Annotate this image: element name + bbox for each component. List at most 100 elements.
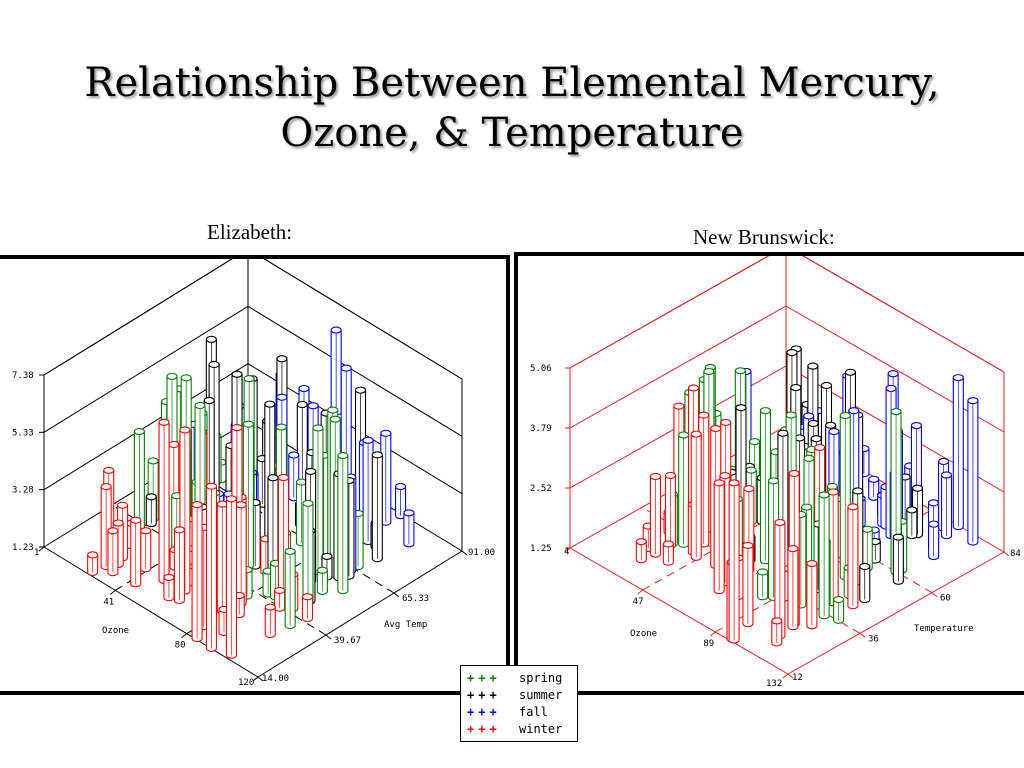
- data-bar-top: [803, 454, 815, 462]
- data-bar-top: [267, 474, 279, 482]
- data-bar-top: [112, 519, 124, 527]
- data-bar-top: [703, 367, 715, 376]
- back-wall-top: [569, 256, 770, 369]
- data-bar-top: [264, 400, 276, 408]
- data-bar-top: [296, 400, 308, 409]
- ozone-tick-label: 80: [175, 641, 186, 651]
- temp-tick-label: 65.33: [402, 594, 429, 604]
- left-3d-bar-chart: 7.38 5.33 3.28 1.23 1 41 80 120 Ozone 14.00 39.67 6…: [12, 259, 495, 688]
- legend-label: spring: [519, 670, 563, 685]
- data-bar-top: [807, 362, 819, 370]
- data-bar-top: [735, 404, 747, 412]
- data-bar-top: [790, 383, 802, 392]
- data-bar-top: [742, 541, 754, 549]
- data-bar-top: [87, 551, 99, 559]
- temp-tick-label: 12: [792, 673, 803, 683]
- data-bar-top: [906, 506, 918, 514]
- data-bar-top: [117, 501, 129, 509]
- data-bar-top: [231, 424, 243, 432]
- data-bar-top: [205, 335, 217, 343]
- z-tick-label: 5.33: [12, 428, 34, 438]
- temp-tick: [859, 632, 866, 638]
- data-bar-top: [275, 423, 287, 431]
- temp-tick: [257, 676, 264, 682]
- data-bar-top: [833, 596, 845, 604]
- z-tick-label: 3.28: [12, 486, 34, 496]
- z-tick-label: 2.52: [530, 484, 552, 494]
- data-bar-top: [302, 499, 314, 507]
- ozone-tick-label: 89: [703, 639, 714, 649]
- data-bar-top: [734, 367, 746, 375]
- data-bar-top: [698, 411, 710, 419]
- ozone-tick: [637, 589, 643, 595]
- z-tick-label: 3.79: [530, 424, 552, 434]
- data-bar-top: [861, 525, 873, 533]
- data-bar-top: [277, 473, 289, 482]
- back-wall-grid: [43, 259, 233, 376]
- data-bar-top: [395, 482, 407, 491]
- data-bar-top: [720, 418, 732, 426]
- temp-tick: [1003, 551, 1010, 557]
- data-bar-top: [284, 547, 296, 555]
- data-bar-top: [191, 501, 203, 509]
- data-bar-top: [243, 375, 255, 383]
- data-bar-top: [264, 603, 276, 611]
- data-bar-top: [168, 440, 180, 448]
- data-bar-top: [147, 457, 159, 465]
- data-bar-top: [788, 469, 800, 478]
- floor-axis-temp: [257, 550, 463, 678]
- data-bar-top: [859, 562, 871, 570]
- data-bar-top: [242, 420, 254, 428]
- data-bar-top: [786, 349, 798, 357]
- data-bar-top: [690, 430, 702, 438]
- temp-tick: [461, 550, 468, 556]
- floor-axis-temp: [787, 551, 1005, 675]
- z-tick-label: 1.25: [530, 544, 552, 554]
- data-bar-top: [276, 393, 288, 401]
- legend-item-summer: +++ summer: [467, 686, 562, 703]
- data-bar-top: [807, 419, 819, 427]
- data-bar-top: [803, 412, 815, 420]
- data-bar-top: [785, 411, 797, 419]
- data-bar-top: [825, 421, 837, 429]
- data-bar-top: [103, 466, 115, 474]
- data-bar-top: [759, 407, 772, 415]
- right-chart-panel: 5.06 3.79 2.52 1.25 4 47 89 132 Ozone 12 36 60 84 Tem…: [514, 252, 1024, 695]
- data-bar-top: [371, 451, 383, 459]
- data-bar-top: [380, 429, 392, 437]
- back-wall-grid: [43, 305, 249, 433]
- back-wall-grid: [802, 256, 1005, 373]
- data-bar-top: [940, 471, 953, 479]
- data-bar-top: [158, 418, 170, 426]
- data-bar-top: [329, 415, 341, 423]
- temp-tick-label: 84: [1010, 549, 1021, 559]
- right-panel-label: New Brunswick:: [693, 225, 835, 249]
- data-bar-top: [166, 372, 178, 380]
- data-bar-top: [777, 429, 789, 437]
- data-bar-top: [327, 406, 339, 414]
- ozone-tick: [181, 633, 187, 639]
- data-bar-top: [847, 503, 859, 511]
- data-bar-top: [673, 402, 685, 410]
- data-bar-top: [928, 520, 940, 528]
- data-bar-top: [887, 370, 899, 378]
- ozone-tick: [252, 676, 259, 682]
- ozone-tick-label: 47: [633, 597, 644, 607]
- data-bar-top: [852, 487, 864, 495]
- data-bar-top: [133, 427, 145, 436]
- data-bar-top: [231, 370, 243, 378]
- data-bar-top: [743, 485, 755, 493]
- data-bar-top: [719, 472, 731, 480]
- data-bar-top: [757, 568, 769, 576]
- temp-tick: [325, 634, 332, 640]
- data-bar-top: [208, 360, 220, 368]
- data-bar-top: [295, 478, 308, 486]
- data-bar-top: [927, 499, 940, 507]
- temp-tick: [787, 673, 794, 679]
- temp-tick-label: 36: [868, 634, 879, 644]
- ozone-tick: [110, 589, 116, 595]
- data-bar-top: [649, 472, 662, 481]
- z-tick-label: 7.38: [12, 371, 34, 381]
- ozone-tick-label: 4: [564, 547, 569, 557]
- z-tick-label: 1.23: [12, 543, 34, 553]
